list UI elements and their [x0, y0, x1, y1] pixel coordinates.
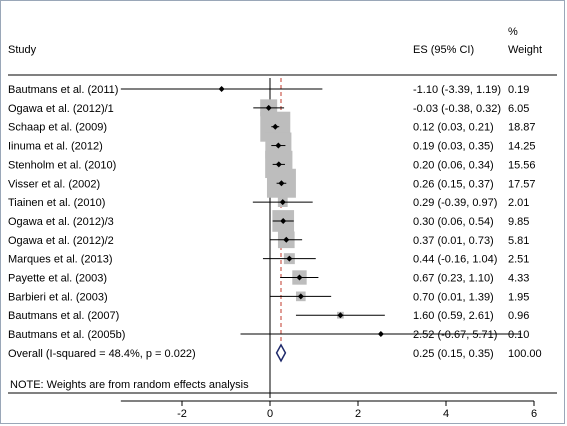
overall-weight-label: 100.00 — [508, 348, 542, 360]
weight-label: 6.05 — [508, 103, 529, 115]
weight-label: 5.81 — [508, 235, 529, 247]
effect-size-label: 0.20 (0.06, 0.34) — [413, 159, 494, 171]
study-name-label: Ogawa et al. (2012)/2 — [8, 235, 114, 247]
point-estimate-marker — [275, 161, 282, 168]
effect-size-label: 0.19 (0.03, 0.35) — [413, 141, 494, 153]
study-name-label: Barbieri et al. (2003) — [8, 291, 108, 303]
study-name-label: Iinuma et al. (2012) — [8, 141, 103, 153]
x-axis-tick-label: 0 — [267, 408, 273, 420]
effect-size-label: 0.26 (0.15, 0.37) — [413, 178, 494, 190]
point-estimate-marker — [377, 331, 384, 338]
weight-label: 2.01 — [508, 197, 529, 209]
point-estimate-marker — [337, 312, 344, 319]
point-estimate-marker — [218, 86, 225, 92]
point-estimate-marker — [272, 123, 279, 130]
header-study: Study — [8, 44, 37, 56]
effect-size-label: 0.37 (0.01, 0.73) — [413, 235, 494, 247]
effect-size-label: 1.60 (0.59, 2.61) — [413, 310, 494, 322]
point-estimate-marker — [280, 217, 287, 224]
study-name-label: Bautmans et al. (2007) — [8, 310, 119, 322]
weight-label: 14.25 — [508, 141, 536, 153]
header-es: ES (95% CI) — [413, 44, 474, 56]
effect-size-label: 0.44 (-0.16, 1.04) — [413, 254, 497, 266]
overall-effect-size-label: 0.25 (0.15, 0.35) — [413, 348, 494, 360]
study-name-label: Bautmans et al. (2005b) — [8, 329, 125, 341]
study-name-label: Schaap et al. (2009) — [8, 122, 107, 134]
chart-marks: Bautmans et al. (2011) -1.10 (-3.39, 1.19… — [8, 78, 542, 420]
study-name-label: Tiainen et al. (2010) — [8, 197, 105, 209]
x-axis-tick-label: 6 — [531, 408, 537, 420]
effect-size-label: 0.30 (0.06, 0.54) — [413, 216, 494, 228]
effect-size-label: 0.67 (0.23, 1.10) — [413, 273, 494, 285]
weight-label: 0.96 — [508, 310, 529, 322]
effect-size-label: 0.12 (0.03, 0.21) — [413, 122, 494, 134]
point-estimate-marker — [296, 274, 303, 281]
weight-label: 0.19 — [508, 84, 529, 96]
point-estimate-marker — [265, 104, 272, 111]
study-name-label: Stenholm et al. (2010) — [8, 159, 116, 171]
study-name-label: Ogawa et al. (2012)/3 — [8, 216, 114, 228]
weight-label: 0.10 — [508, 329, 529, 341]
study-name-label: Ogawa et al. (2012)/1 — [8, 103, 114, 115]
study-name-label: Marques et al. (2013) — [8, 254, 113, 266]
weight-label: 4.33 — [508, 273, 529, 285]
effect-size-label: 0.29 (-0.39, 0.97) — [413, 197, 497, 209]
weight-label: 9.85 — [508, 216, 529, 228]
x-axis-tick-label: 4 — [443, 408, 449, 420]
effect-size-label: 0.70 (0.01, 1.39) — [413, 291, 494, 303]
study-name-label: Bautmans et al. (2011) — [8, 84, 118, 96]
point-estimate-marker — [283, 236, 290, 243]
header-weight-percent: % — [508, 26, 518, 38]
study-name-label: Visser et al. (2002) — [8, 178, 100, 190]
point-estimate-marker — [275, 142, 282, 149]
effect-size-label: 2.52 (-0.67, 5.71) — [413, 329, 497, 341]
point-estimate-marker — [279, 199, 286, 206]
weight-label: 17.57 — [508, 178, 536, 190]
overall-diamond — [275, 343, 287, 363]
x-axis-tick-label: 2 — [355, 408, 361, 420]
effect-size-label: -0.03 (-0.38, 0.32) — [413, 103, 501, 115]
point-estimate-marker — [297, 293, 304, 300]
effect-size-label: -1.10 (-3.39, 1.19) — [413, 84, 501, 96]
overall-label: Overall (I-squared = 48.4%, p = 0.022) — [8, 348, 196, 360]
x-axis-tick-label: -2 — [177, 408, 187, 420]
study-name-label: Payette et al. (2003) — [8, 273, 107, 285]
weight-label: 2.51 — [508, 254, 529, 266]
point-estimate-marker — [286, 255, 293, 262]
weight-label: 18.87 — [508, 122, 536, 134]
weight-label: 1.95 — [508, 291, 529, 303]
weight-label: 15.56 — [508, 159, 536, 171]
header-weight: Weight — [508, 44, 542, 56]
note-text: NOTE: Weights are from random effects an… — [10, 379, 249, 391]
point-estimate-marker — [278, 180, 285, 187]
